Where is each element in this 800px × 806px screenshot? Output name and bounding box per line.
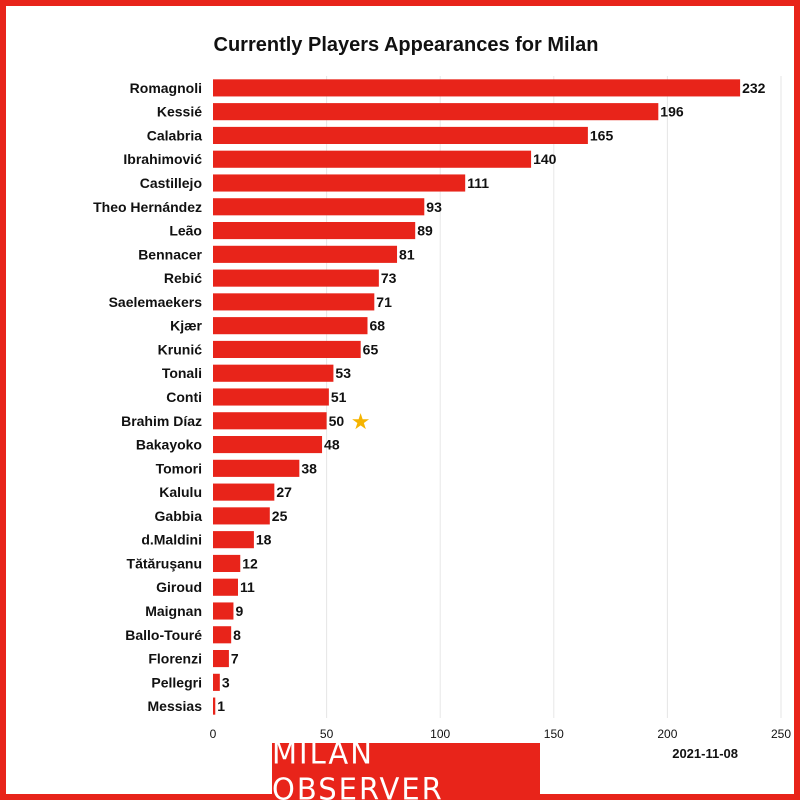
bar bbox=[213, 269, 379, 287]
category-label: Gabbia bbox=[155, 508, 203, 524]
value-label: 18 bbox=[256, 532, 272, 548]
category-label: d.Maldini bbox=[141, 532, 202, 548]
bar bbox=[213, 602, 234, 620]
bar bbox=[213, 626, 232, 644]
bar bbox=[213, 103, 659, 121]
value-label: 53 bbox=[335, 365, 351, 381]
bar bbox=[213, 79, 741, 97]
category-label: Kjær bbox=[170, 318, 202, 334]
value-label: 65 bbox=[363, 341, 379, 357]
category-label: Kalulu bbox=[159, 484, 202, 500]
category-label: Saelemaekers bbox=[109, 294, 203, 310]
category-label: Pellegri bbox=[151, 674, 202, 690]
category-label: Bennacer bbox=[138, 246, 202, 262]
bar bbox=[213, 340, 361, 359]
star-icon: ★ bbox=[351, 410, 371, 435]
category-label: Krunić bbox=[158, 341, 203, 357]
bar bbox=[213, 388, 329, 406]
category-label: Romagnoli bbox=[130, 80, 202, 96]
x-tick-label: 150 bbox=[544, 727, 564, 741]
bar bbox=[213, 507, 270, 525]
category-label: Kessié bbox=[157, 104, 202, 120]
bar bbox=[213, 293, 375, 311]
bar bbox=[213, 578, 238, 596]
x-tick-label: 100 bbox=[430, 727, 450, 741]
category-label: Maignan bbox=[145, 603, 202, 619]
bar bbox=[213, 673, 220, 691]
x-tick-label: 50 bbox=[320, 727, 334, 741]
bar bbox=[213, 150, 532, 168]
bar bbox=[213, 459, 300, 477]
category-label: Castillejo bbox=[140, 175, 202, 191]
value-label: 81 bbox=[399, 246, 415, 262]
logo-text: MILAN OBSERVER bbox=[272, 734, 444, 806]
bar bbox=[213, 435, 323, 454]
value-label: 196 bbox=[660, 104, 684, 120]
bar bbox=[213, 174, 466, 192]
value-label: 3 bbox=[222, 674, 230, 690]
x-tick-label: 0 bbox=[210, 727, 217, 741]
value-label: 93 bbox=[426, 199, 442, 215]
category-label: Theo Hernández bbox=[93, 199, 202, 215]
bar bbox=[213, 412, 327, 430]
category-label: Conti bbox=[166, 389, 202, 405]
bar bbox=[213, 483, 275, 501]
bar bbox=[213, 317, 368, 335]
category-label: Bakayoko bbox=[136, 437, 202, 453]
value-label: 9 bbox=[235, 603, 243, 619]
category-label: Calabria bbox=[147, 127, 202, 143]
value-label: 1 bbox=[217, 698, 225, 714]
value-label: 38 bbox=[301, 460, 317, 476]
value-label: 8 bbox=[233, 627, 241, 643]
bar bbox=[213, 221, 416, 240]
category-label: Ibrahimović bbox=[123, 151, 202, 167]
category-label: Ballo-Touré bbox=[125, 627, 202, 643]
category-label: Giroud bbox=[156, 579, 202, 595]
chart-title: Currently Players Appearances for Milan bbox=[213, 34, 599, 56]
category-label: Leão bbox=[169, 223, 202, 239]
milan-observer-logo: MILAN OBSERVER bbox=[272, 735, 540, 806]
x-tick-label: 250 bbox=[771, 727, 791, 741]
bar bbox=[213, 126, 588, 145]
value-label: 68 bbox=[369, 318, 385, 334]
category-label: Tătăruşanu bbox=[127, 555, 202, 571]
bar bbox=[213, 198, 425, 216]
value-label: 140 bbox=[533, 151, 557, 167]
value-label: 12 bbox=[242, 555, 258, 571]
category-label: Tomori bbox=[156, 460, 202, 476]
value-label: 48 bbox=[324, 437, 340, 453]
x-tick-label: 200 bbox=[657, 727, 677, 741]
value-label: 51 bbox=[331, 389, 347, 405]
value-label: 111 bbox=[467, 175, 489, 191]
value-label: 25 bbox=[272, 508, 288, 524]
category-label: Tonali bbox=[162, 365, 202, 381]
category-label: Rebić bbox=[164, 270, 202, 286]
bar bbox=[213, 245, 398, 263]
bar bbox=[213, 364, 334, 382]
value-label: 89 bbox=[417, 223, 433, 239]
bar bbox=[213, 649, 229, 668]
value-label: 7 bbox=[231, 651, 239, 667]
bar bbox=[213, 697, 216, 715]
value-label: 27 bbox=[276, 484, 292, 500]
value-label: 50 bbox=[329, 413, 345, 429]
category-label: Florenzi bbox=[148, 651, 202, 667]
bar bbox=[213, 531, 254, 549]
value-label: 165 bbox=[590, 127, 614, 143]
value-label: 232 bbox=[742, 80, 766, 96]
bar bbox=[213, 554, 241, 573]
value-label: 73 bbox=[381, 270, 397, 286]
value-label: 11 bbox=[240, 579, 255, 595]
category-label: Messias bbox=[148, 698, 203, 714]
category-label: Brahim Díaz bbox=[121, 413, 202, 429]
date-label: 2021-11-08 bbox=[672, 746, 738, 761]
value-label: 71 bbox=[376, 294, 392, 310]
